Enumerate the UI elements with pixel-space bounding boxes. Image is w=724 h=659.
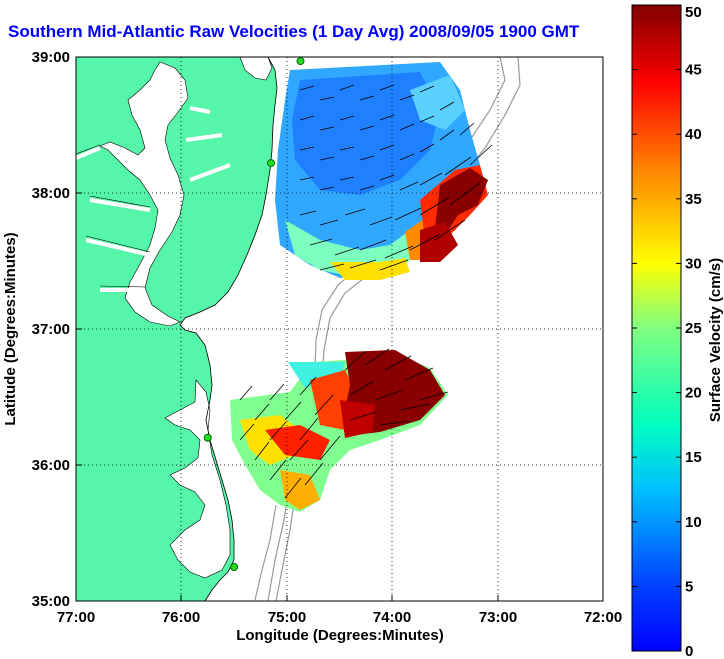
colorbar-label: Surface Velocity (cm/s)	[707, 258, 724, 422]
colorbar-tick-label: 45	[685, 62, 702, 79]
colorbar-tick-label: 10	[685, 514, 702, 531]
radar-station-marker	[266, 159, 275, 168]
colorbar	[631, 4, 682, 652]
radar-station-marker	[230, 563, 239, 571]
north-velocity-region	[275, 62, 488, 280]
delaware-bay	[239, 57, 273, 81]
colorbar-tick-label: 15	[685, 449, 702, 466]
x-axis-title: Longitude (Degrees:Minutes)	[236, 627, 444, 644]
x-tick-label: 77:00	[57, 609, 95, 626]
x-tick-label: 75:00	[268, 609, 306, 626]
grid-lines	[76, 57, 603, 601]
colorbar-tick-label: 5	[685, 578, 693, 595]
y-axis-title: Latitude (Degrees:Minutes)	[2, 232, 19, 425]
tick-marks	[75, 56, 604, 602]
river-channels	[76, 106, 231, 292]
y-tick-label: 35:00	[32, 593, 70, 610]
x-tick-label: 72:00	[584, 609, 622, 626]
vector-arrows	[239, 84, 493, 499]
pamlico-sound	[164, 379, 231, 579]
y-tick-label: 38:00	[32, 185, 70, 202]
y-tick-label: 37:00	[32, 321, 70, 338]
radar-stations	[203, 57, 305, 571]
x-tick-label: 73:00	[479, 609, 517, 626]
y-tick-label: 39:00	[32, 49, 70, 66]
colorbar-tick-label: 50	[685, 4, 702, 21]
map-title: Southern Mid-Atlantic Raw Velocities (1 …	[8, 22, 580, 41]
colorbar-tick-label: 30	[685, 255, 702, 272]
x-tick-label: 76:00	[162, 609, 200, 626]
y-tick-label: 36:00	[32, 457, 70, 474]
colorbar-tick-label: 35	[685, 191, 702, 208]
colorbar-tick-label: 40	[685, 126, 702, 143]
radar-station-marker	[296, 57, 305, 66]
colorbar-tick-label: 0	[685, 643, 693, 659]
x-tick-label: 74:00	[373, 609, 411, 626]
colorbar-tick-label: 25	[685, 320, 702, 337]
radar-station-marker	[203, 433, 212, 442]
colorbar-tick-label: 20	[685, 385, 702, 402]
